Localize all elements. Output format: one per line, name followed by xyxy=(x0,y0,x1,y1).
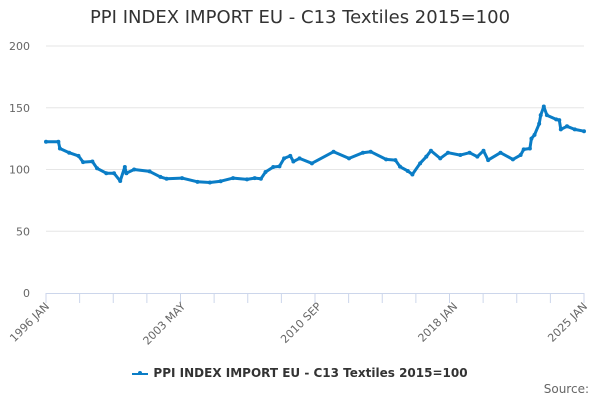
series-line xyxy=(46,105,585,184)
data-point xyxy=(132,167,137,172)
data-point xyxy=(518,153,523,158)
data-point xyxy=(537,121,542,126)
x-tick-label: 2025 JAN xyxy=(545,300,590,345)
y-tick-label: 0 xyxy=(23,287,30,300)
data-point xyxy=(81,160,86,165)
data-point xyxy=(405,168,410,173)
data-point xyxy=(291,159,296,164)
data-point xyxy=(95,166,100,171)
legend-line-marker-icon xyxy=(132,371,149,375)
data-point xyxy=(104,171,109,176)
data-point xyxy=(347,156,352,161)
data-point xyxy=(282,156,287,161)
data-point xyxy=(498,150,503,155)
data-point xyxy=(258,176,263,181)
legend-label: PPI INDEX IMPORT EU - C13 Textiles 2015=… xyxy=(153,366,468,380)
data-point xyxy=(438,156,443,161)
data-point xyxy=(288,153,293,158)
data-point xyxy=(558,127,563,132)
legend-item[interactable]: PPI INDEX IMPORT EU - C13 Textiles 2015=… xyxy=(0,366,600,380)
y-tick-label: 150 xyxy=(9,102,30,115)
data-point xyxy=(90,159,95,164)
data-point xyxy=(428,148,433,153)
data-point xyxy=(510,157,515,162)
data-point xyxy=(360,150,365,155)
data-point xyxy=(180,176,185,181)
data-point xyxy=(44,139,48,144)
data-point xyxy=(124,171,129,176)
data-point xyxy=(486,158,491,163)
data-point xyxy=(195,179,200,184)
data-point xyxy=(297,156,302,161)
data-point xyxy=(147,169,152,174)
data-point xyxy=(398,164,403,169)
data-point xyxy=(368,149,373,154)
data-point xyxy=(544,113,549,118)
data-point xyxy=(218,179,223,184)
data-point xyxy=(271,165,276,170)
data-point xyxy=(529,136,534,141)
data-point xyxy=(564,124,569,129)
x-tick-label: 2010 SEP xyxy=(278,300,324,346)
data-point xyxy=(244,177,249,182)
data-point xyxy=(467,150,472,155)
data-point xyxy=(309,161,314,166)
source-label: Source: xyxy=(543,382,589,396)
y-tick-label: 50 xyxy=(16,225,30,238)
data-point xyxy=(582,129,586,134)
data-point xyxy=(164,176,169,181)
data-point xyxy=(458,153,463,158)
data-point xyxy=(393,158,398,163)
data-point xyxy=(475,154,480,159)
data-point xyxy=(118,178,123,183)
data-point xyxy=(521,147,526,152)
data-point xyxy=(158,174,163,179)
data-point xyxy=(122,165,127,170)
x-tick-label: 2018 JAN xyxy=(416,300,461,345)
data-point xyxy=(481,148,486,153)
y-tick-label: 100 xyxy=(9,164,30,177)
data-point xyxy=(572,127,577,132)
data-point xyxy=(538,113,543,118)
chart-title: PPI INDEX IMPORT EU - C13 Textiles 2015=… xyxy=(89,7,511,28)
data-point xyxy=(67,150,72,155)
data-point xyxy=(207,180,212,185)
data-point xyxy=(252,176,257,181)
data-point xyxy=(277,164,282,169)
y-tick-label: 200 xyxy=(9,40,30,53)
data-point xyxy=(76,153,81,158)
x-tick-label: 2003 MAY xyxy=(141,300,189,348)
data-point xyxy=(231,176,236,181)
data-point xyxy=(57,146,62,151)
data-point xyxy=(263,169,268,174)
data-point xyxy=(384,157,389,162)
data-point xyxy=(331,149,336,154)
data-point xyxy=(554,117,559,122)
data-point xyxy=(445,150,450,155)
data-point xyxy=(424,154,429,159)
x-tick-label: 1996 JAN xyxy=(7,300,52,345)
data-point xyxy=(56,139,61,144)
data-point xyxy=(527,146,532,151)
data-point xyxy=(418,161,423,166)
data-point xyxy=(557,118,562,123)
data-point xyxy=(532,132,537,137)
data-point xyxy=(410,172,415,177)
data-point xyxy=(112,171,117,176)
data-point xyxy=(541,104,546,109)
